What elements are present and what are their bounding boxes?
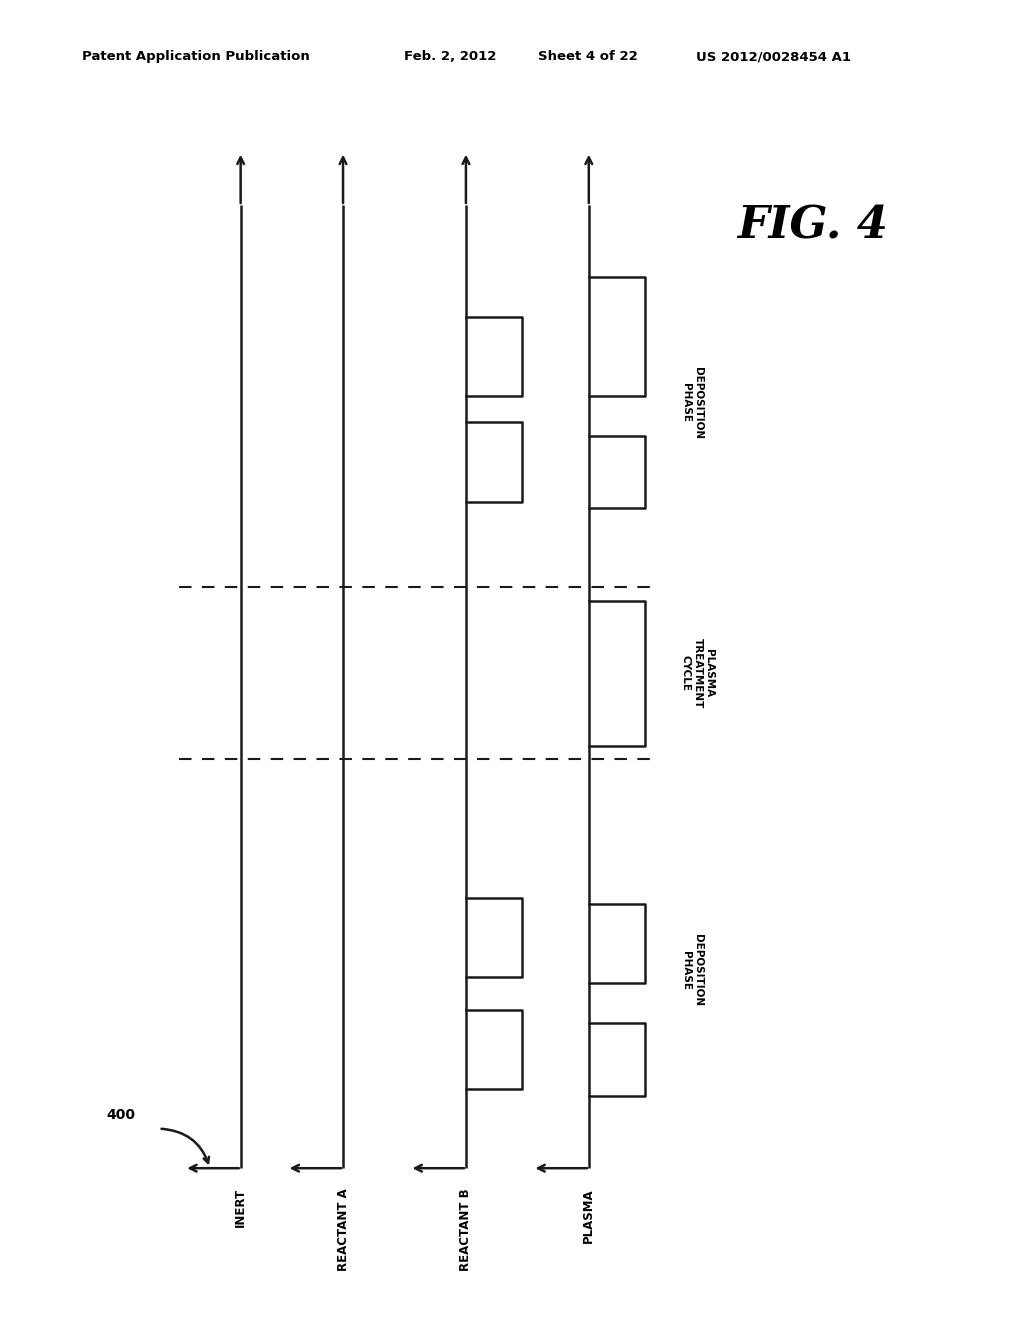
Text: Patent Application Publication: Patent Application Publication bbox=[82, 50, 309, 63]
Text: PLASMA: PLASMA bbox=[583, 1188, 595, 1242]
Text: Sheet 4 of 22: Sheet 4 of 22 bbox=[538, 50, 637, 63]
Text: 400: 400 bbox=[106, 1109, 135, 1122]
Text: REACTANT A: REACTANT A bbox=[337, 1188, 349, 1271]
Text: Feb. 2, 2012: Feb. 2, 2012 bbox=[404, 50, 497, 63]
Text: INERT: INERT bbox=[234, 1188, 247, 1228]
Text: PLASMA
TREATMENT
CYCLE: PLASMA TREATMENT CYCLE bbox=[681, 638, 714, 709]
Text: DEPOSITION
PHASE: DEPOSITION PHASE bbox=[681, 935, 702, 1006]
Text: REACTANT B: REACTANT B bbox=[460, 1188, 472, 1271]
Text: DEPOSITION
PHASE: DEPOSITION PHASE bbox=[681, 367, 702, 438]
Text: US 2012/0028454 A1: US 2012/0028454 A1 bbox=[696, 50, 851, 63]
Text: FIG. 4: FIG. 4 bbox=[737, 205, 888, 248]
